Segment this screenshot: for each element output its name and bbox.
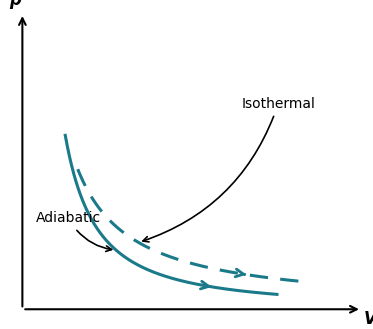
- Text: Adiabatic: Adiabatic: [36, 212, 112, 251]
- Text: p: p: [9, 0, 21, 9]
- Text: Isothermal: Isothermal: [143, 97, 315, 242]
- Text: V: V: [364, 310, 373, 328]
